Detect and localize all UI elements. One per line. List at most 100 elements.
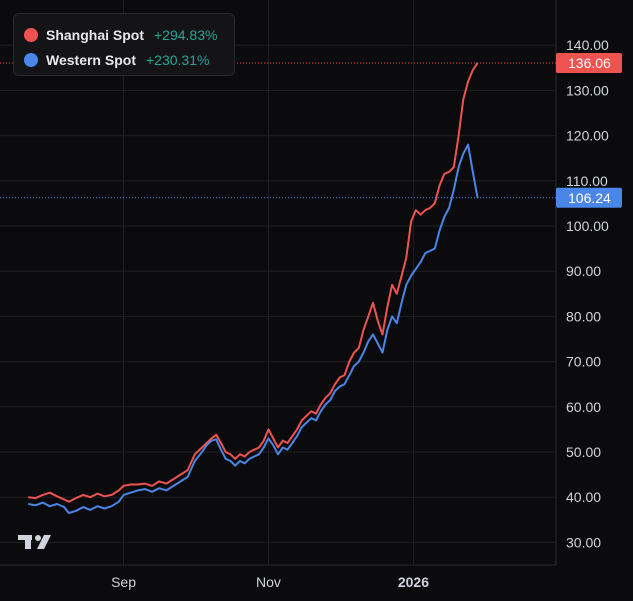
y-tick-label: 130.00 <box>566 82 609 98</box>
last-value-label: 106.24 <box>568 190 611 206</box>
data-point <box>225 458 227 460</box>
data-point <box>130 483 132 486</box>
y-tick-label: 100.00 <box>566 218 609 234</box>
data-point <box>82 494 84 496</box>
data-point <box>210 437 213 439</box>
data-point <box>172 485 175 487</box>
data-point <box>263 446 265 449</box>
data-point <box>286 442 289 444</box>
data-point <box>244 462 246 464</box>
data-point <box>75 510 77 512</box>
data-point <box>458 135 460 137</box>
data-point <box>324 403 327 406</box>
data-point <box>210 440 213 442</box>
data-point <box>339 385 341 388</box>
x-tick-label: 2026 <box>398 574 429 590</box>
data-point <box>111 494 113 496</box>
legend[interactable]: Shanghai Spot +294.83% Western Spot +230… <box>13 13 235 76</box>
data-point <box>367 315 369 317</box>
data-point <box>187 469 189 471</box>
data-point <box>234 465 236 467</box>
data-point <box>49 492 51 494</box>
data-point <box>96 505 98 507</box>
data-point <box>424 252 426 254</box>
data-point <box>194 453 196 455</box>
time-axis-labels: Sep Nov 2026 <box>111 574 429 590</box>
legend-name-shanghai: Shanghai Spot <box>46 26 144 43</box>
data-point <box>123 485 125 487</box>
y-tick-label: 70.00 <box>566 354 601 370</box>
data-point <box>348 374 350 376</box>
data-point <box>206 442 208 444</box>
data-point <box>82 506 84 508</box>
data-point <box>63 498 65 501</box>
legend-change-shanghai: +294.83% <box>154 26 218 43</box>
data-point <box>201 446 203 449</box>
data-point <box>144 483 146 485</box>
data-point <box>462 98 464 100</box>
data-point <box>158 480 160 482</box>
data-point <box>239 460 241 462</box>
data-point <box>258 453 260 455</box>
legend-item-shanghai[interactable]: Shanghai Spot +294.83% <box>24 22 224 47</box>
series-shanghai <box>27 62 479 503</box>
data-point <box>315 419 317 421</box>
last-value-badge <box>556 53 622 74</box>
data-point <box>472 69 474 71</box>
data-point <box>27 503 30 505</box>
y-tick-label: 50.00 <box>566 444 601 460</box>
data-point <box>448 171 450 173</box>
x-tick-label: Nov <box>256 574 281 590</box>
data-point <box>434 202 436 204</box>
data-point <box>301 426 303 428</box>
legend-item-western[interactable]: Western Spot +230.31% <box>24 47 224 72</box>
data-point <box>229 453 232 455</box>
tradingview-logo-icon[interactable] <box>17 530 57 552</box>
data-point <box>42 502 44 504</box>
data-point <box>258 446 260 449</box>
data-point <box>443 173 445 175</box>
data-point <box>429 207 431 209</box>
data-point <box>296 435 298 437</box>
data-point <box>272 437 274 439</box>
data-point <box>225 451 227 453</box>
data-point <box>229 460 232 462</box>
data-point <box>296 428 298 430</box>
shanghai-color-dot <box>24 27 38 42</box>
data-point <box>410 220 412 223</box>
data-point <box>358 347 360 349</box>
data-point <box>144 488 146 490</box>
data-point <box>462 153 464 155</box>
data-point <box>27 496 30 498</box>
data-point <box>429 250 431 252</box>
data-point <box>453 166 455 168</box>
data-point <box>391 284 393 286</box>
data-point <box>343 383 346 385</box>
data-point <box>103 507 106 510</box>
data-point <box>267 428 270 430</box>
data-point <box>315 413 317 415</box>
data-point <box>248 451 251 453</box>
data-point <box>420 261 422 263</box>
data-point <box>172 478 175 480</box>
data-point <box>220 442 222 444</box>
data-point <box>377 320 379 322</box>
data-point <box>272 444 274 446</box>
data-point <box>103 495 106 497</box>
data-point <box>244 455 246 458</box>
data-point <box>329 399 331 401</box>
data-point <box>206 444 208 446</box>
data-point <box>372 333 374 336</box>
data-point <box>215 438 217 440</box>
series-line <box>28 143 479 514</box>
data-point <box>42 494 44 496</box>
last-value-lines <box>0 62 556 199</box>
data-point <box>415 209 417 211</box>
data-point <box>180 480 182 482</box>
last-value-label: 136.06 <box>568 55 611 71</box>
data-point <box>111 505 113 507</box>
data-point <box>68 501 70 503</box>
data-point <box>291 435 293 437</box>
